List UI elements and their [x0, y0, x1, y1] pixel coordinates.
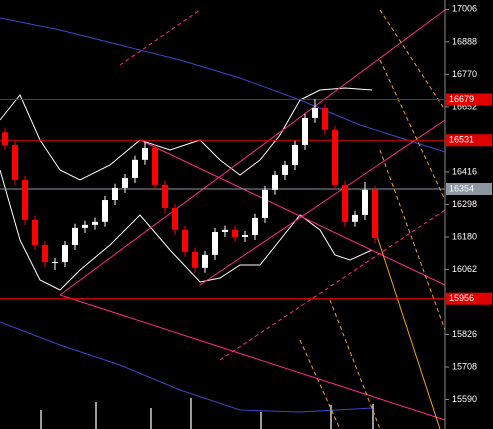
candle-body	[162, 184, 168, 209]
candle-body	[142, 147, 148, 160]
candle-body	[252, 217, 258, 236]
fan-line	[379, 149, 446, 331]
candle-body	[2, 132, 8, 145]
bollinger-upper	[0, 87, 373, 181]
candle-body	[192, 251, 198, 268]
volume	[40, 398, 374, 429]
candle-body	[52, 262, 58, 264]
candle-body	[232, 229, 238, 237]
channel-line	[119, 9, 201, 66]
y-tick-label: 16770	[452, 69, 477, 79]
candle-body	[262, 189, 268, 218]
candle-body	[242, 235, 248, 237]
moving-average-low	[0, 321, 374, 413]
candle-body	[202, 254, 208, 268]
y-tick-label: 16652	[452, 101, 477, 111]
candle-body	[272, 174, 278, 190]
y-tick-label: 17006	[452, 4, 477, 14]
y-tick-label: 16298	[452, 199, 477, 209]
volume-bar	[40, 410, 42, 429]
channel-line	[139, 139, 446, 286]
volume-bar	[150, 408, 152, 429]
volume-bar	[372, 404, 374, 429]
candle-body	[282, 165, 288, 175]
candle-body	[172, 208, 178, 230]
candle-body	[362, 189, 368, 215]
candle-body	[62, 244, 68, 263]
fan-line	[374, 229, 441, 429]
level-label-bg	[446, 183, 492, 196]
channel-line	[59, 9, 446, 296]
channel-line	[219, 209, 446, 361]
candle-body	[302, 117, 308, 145]
fan-line	[379, 59, 446, 201]
level-label: 16354	[449, 183, 474, 193]
y-tick-label: 16180	[452, 231, 477, 241]
moving-average	[0, 17, 446, 153]
candle-body	[122, 177, 128, 188]
level-label-bg	[446, 134, 492, 147]
candle-body	[152, 147, 158, 185]
level-label: 16679	[449, 94, 474, 104]
channel-line	[199, 119, 446, 286]
level-label: 16531	[449, 135, 474, 145]
level-label-bg	[446, 292, 492, 305]
volume-bar	[330, 405, 332, 429]
candle-body	[342, 184, 348, 222]
indicators	[0, 9, 446, 429]
candle-body	[212, 231, 218, 255]
candle-body	[292, 144, 298, 166]
candle-body	[222, 229, 228, 232]
candle-body	[332, 129, 338, 185]
y-tick-label: 16062	[452, 264, 477, 274]
candle-body	[102, 200, 108, 222]
y-tick-label: 16416	[452, 166, 477, 176]
candle-body	[352, 214, 358, 222]
volume-bar	[95, 402, 97, 429]
candle-body	[182, 229, 188, 252]
bollinger-lower	[0, 169, 373, 291]
level-label-bg	[446, 93, 492, 106]
channel-line	[59, 294, 446, 421]
fan-line	[379, 9, 446, 111]
y-tick-label: 15708	[452, 361, 477, 371]
candle-body	[22, 179, 28, 220]
candle-body	[322, 108, 328, 130]
y-tick-label: 15826	[452, 329, 477, 339]
candle-body	[92, 221, 98, 225]
y-tick-label: 16888	[452, 36, 477, 46]
candle-body	[12, 144, 18, 180]
candle-body	[112, 187, 118, 201]
candle-body	[72, 227, 78, 245]
level-label: 15956	[449, 293, 474, 303]
volume-bar	[190, 398, 192, 429]
y-tick-label: 15590	[452, 394, 477, 404]
fan-line	[299, 339, 341, 429]
candle-body	[32, 219, 38, 245]
fan-line	[329, 299, 381, 429]
candle-body	[82, 224, 88, 228]
volume-bar	[260, 412, 262, 429]
candle-body	[42, 244, 48, 263]
candle-body	[372, 189, 378, 239]
candle-body	[312, 108, 318, 118]
candle-body	[132, 159, 138, 178]
